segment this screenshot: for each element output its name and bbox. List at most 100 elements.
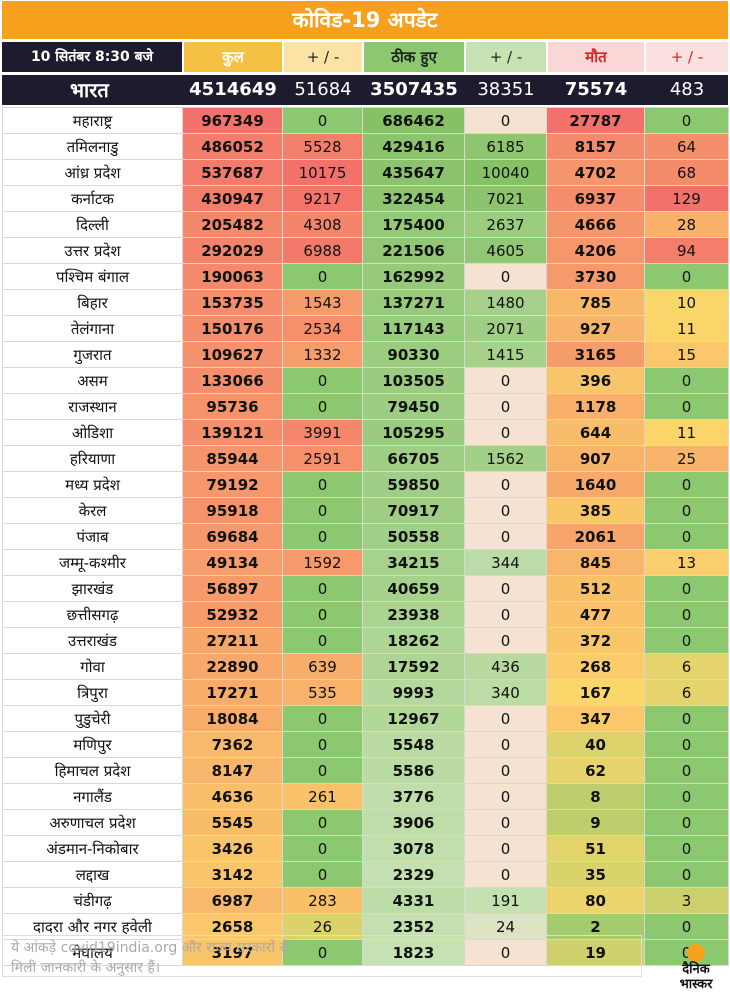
table-row: त्रिपुरा 17271 535 9993 340 167 6 <box>2 679 729 706</box>
total-change-cell: 6988 <box>282 237 363 264</box>
recovered-cell: 175400 <box>362 211 465 238</box>
column-header-row: 10 सितंबर 8:30 बजे कुल + / - ठीक हुए + /… <box>2 42 728 72</box>
recovered-change-cell: 6185 <box>464 133 547 160</box>
state-name: तमिलनाडु <box>2 133 183 160</box>
logo-line1: दैनिक <box>682 962 710 977</box>
total-change-cell: 9217 <box>282 185 363 212</box>
state-name: गुजरात <box>2 341 183 368</box>
total-change-cell: 0 <box>282 705 363 732</box>
india-recovered-change: 38351 <box>477 79 535 100</box>
total-cell: 109627 <box>182 341 283 368</box>
total-cell: 79192 <box>182 471 283 498</box>
recovered-change-cell: 7021 <box>464 185 547 212</box>
india-label: भारत <box>70 78 109 102</box>
recovered-cell: 70917 <box>362 497 465 524</box>
table-row: चंडीगढ़ 6987 283 4331 191 80 3 <box>2 887 729 914</box>
deaths-cell: 907 <box>546 445 645 472</box>
state-name: उत्तर प्रदेश <box>2 237 183 264</box>
deaths-change-cell: 0 <box>644 601 729 628</box>
source-note-line2: मिली जानकारी के अनुसार हैं। <box>11 960 161 976</box>
table-row: तमिलनाडु 486052 5528 429416 6185 8157 64 <box>2 133 729 160</box>
total-cell: 7362 <box>182 731 283 758</box>
total-change-cell: 0 <box>282 367 363 394</box>
table-row: असम 133066 0 103505 0 396 0 <box>2 367 729 394</box>
state-name: पंजाब <box>2 523 183 550</box>
deaths-cell: 4702 <box>546 159 645 186</box>
recovered-cell: 2329 <box>362 861 465 888</box>
total-cell: 95736 <box>182 393 283 420</box>
recovered-cell: 137271 <box>362 289 465 316</box>
recovered-cell: 103505 <box>362 367 465 394</box>
deaths-cell: 644 <box>546 419 645 446</box>
deaths-cell: 35 <box>546 861 645 888</box>
total-change-cell: 0 <box>282 575 363 602</box>
recovered-change-cell: 0 <box>464 263 547 290</box>
recovered-cell: 40659 <box>362 575 465 602</box>
logo-line2: भास्कर <box>679 977 713 992</box>
india-deaths: 75574 <box>564 79 628 100</box>
total-cell: 3142 <box>182 861 283 888</box>
recovered-change-cell: 1480 <box>464 289 547 316</box>
deaths-change-cell: 94 <box>644 237 729 264</box>
table-row: आंध्र प्रदेश 537687 10175 435647 10040 4702 68 <box>2 159 729 186</box>
total-cell: 537687 <box>182 159 283 186</box>
total-cell: 52932 <box>182 601 283 628</box>
date-header: 10 सितंबर 8:30 बजे <box>2 42 182 72</box>
table-row: जम्मू-कश्मीर 49134 1592 34215 344 845 13 <box>2 549 729 576</box>
recovered-cell: 12967 <box>362 705 465 732</box>
total-header: कुल <box>184 42 282 72</box>
table-row: हिमाचल प्रदेश 8147 0 5586 0 62 0 <box>2 757 729 784</box>
total-cell: 95918 <box>182 497 283 524</box>
table-row: पश्चिम बंगाल 190063 0 162992 0 3730 0 <box>2 263 729 290</box>
deaths-cell: 2061 <box>546 523 645 550</box>
deaths-change-cell: 0 <box>644 757 729 784</box>
recovered-change-cell: 0 <box>464 393 547 420</box>
total-change-cell: 0 <box>282 107 363 134</box>
state-name: पश्चिम बंगाल <box>2 263 183 290</box>
recovered-change-cell: 0 <box>464 835 547 862</box>
deaths-cell: 385 <box>546 497 645 524</box>
table-row: झारखंड 56897 0 40659 0 512 0 <box>2 575 729 602</box>
india-total-row: भारत 4514649 51684 3507435 38351 75574 4… <box>2 75 728 105</box>
recovered-cell: 17592 <box>362 653 465 680</box>
table-row: गोवा 22890 639 17592 436 268 6 <box>2 653 729 680</box>
table-row: पंजाब 69684 0 50558 0 2061 0 <box>2 523 729 550</box>
state-name: बिहार <box>2 289 183 316</box>
state-name: दिल्ली <box>2 211 183 238</box>
total-change-header: + / - <box>284 42 362 72</box>
deaths-change-cell: 25 <box>644 445 729 472</box>
recovered-cell: 3776 <box>362 783 465 810</box>
deaths-cell: 19 <box>546 939 645 966</box>
state-name: लद्दाख <box>2 861 183 888</box>
total-cell: 3426 <box>182 835 283 862</box>
recovered-cell: 221506 <box>362 237 465 264</box>
source-note-line1: ये आंकड़े covid19india.org और राज्य सरका… <box>11 940 289 956</box>
dainik-bhaskar-logo: दैनिक भास्कर <box>666 944 726 1002</box>
recovered-change-cell: 0 <box>464 107 547 134</box>
deaths-cell: 927 <box>546 315 645 342</box>
recovered-change-cell: 0 <box>464 367 547 394</box>
deaths-cell: 372 <box>546 627 645 654</box>
recovered-cell: 79450 <box>362 393 465 420</box>
deaths-cell: 8157 <box>546 133 645 160</box>
deaths-change-cell: 0 <box>644 861 729 888</box>
recovered-change-cell: 340 <box>464 679 547 706</box>
total-change-cell: 0 <box>282 835 363 862</box>
deaths-cell: 4206 <box>546 237 645 264</box>
table-row: महाराष्ट्र 967349 0 686462 0 27787 0 <box>2 107 729 134</box>
state-name: जम्मू-कश्मीर <box>2 549 183 576</box>
deaths-change-cell: 129 <box>644 185 729 212</box>
recovered-change-cell: 344 <box>464 549 547 576</box>
recovered-change-cell: 0 <box>464 939 547 966</box>
recovered-change-cell: 0 <box>464 705 547 732</box>
deaths-change-cell: 0 <box>644 367 729 394</box>
deaths-change-cell: 64 <box>644 133 729 160</box>
recovered-cell: 3078 <box>362 835 465 862</box>
state-name: छत्तीसगढ़ <box>2 601 183 628</box>
total-change-cell: 261 <box>282 783 363 810</box>
total-change-cell: 1543 <box>282 289 363 316</box>
deaths-cell: 62 <box>546 757 645 784</box>
state-name: अरुणाचल प्रदेश <box>2 809 183 836</box>
table-row: ओडिशा 139121 3991 105295 0 644 11 <box>2 419 729 446</box>
recovered-change-cell: 2637 <box>464 211 547 238</box>
